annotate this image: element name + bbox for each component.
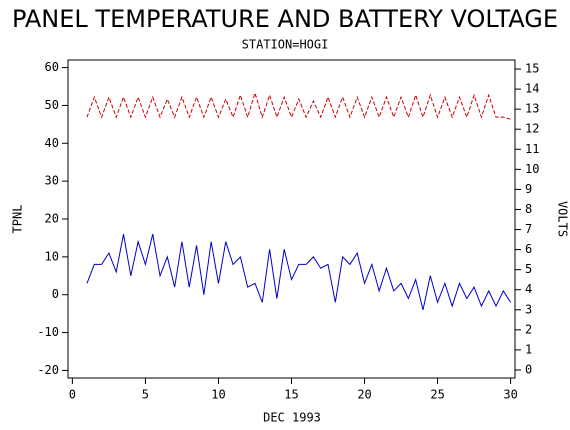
y-tick-label: 40 xyxy=(45,136,59,150)
y2-tick-label: 3 xyxy=(525,302,532,316)
x-tick-label: 25 xyxy=(430,388,444,402)
chart-title: PANEL TEMPERATURE AND BATTERY VOLTAGE xyxy=(12,5,558,33)
x-tick-label: 15 xyxy=(284,388,298,402)
y-tick-label: 50 xyxy=(45,98,59,112)
x-tick-label: 5 xyxy=(142,388,149,402)
y-tick-label: 60 xyxy=(45,60,59,74)
y2-tick-label: 7 xyxy=(525,222,532,236)
y-tick-label: -10 xyxy=(37,325,59,339)
chart-subtitle: STATION=HOGI xyxy=(242,38,329,52)
x-tick-label: 10 xyxy=(211,388,225,402)
plot-frame xyxy=(67,59,516,379)
y-tick-label: -20 xyxy=(37,363,59,377)
y2-axis-label: VOLTS xyxy=(556,201,570,237)
y-tick-label: 10 xyxy=(45,249,59,263)
data-line xyxy=(86,91,511,120)
data-line xyxy=(86,234,512,310)
y-tick-label: 20 xyxy=(45,212,59,226)
y-axis-label: TPNL xyxy=(11,205,25,234)
y2-tick-label: 11 xyxy=(525,142,539,156)
x-tick-label: 30 xyxy=(503,388,517,402)
x-axis-label: DEC 1993 xyxy=(263,411,321,425)
x-tick-label: 0 xyxy=(69,388,76,402)
y2-tick-label: 13 xyxy=(525,102,539,116)
x-tick-label: 20 xyxy=(357,388,371,402)
y2-tick-label: 8 xyxy=(525,202,532,216)
y-tick-label: 30 xyxy=(45,174,59,188)
y2-tick-label: 9 xyxy=(525,182,532,196)
y2-tick-label: 15 xyxy=(525,62,539,76)
y2-tick-label: 10 xyxy=(525,162,539,176)
y2-tick-label: 6 xyxy=(525,242,532,256)
y2-tick-label: 2 xyxy=(525,322,532,336)
y2-tick-label: 4 xyxy=(525,282,532,296)
y-tick-label: 0 xyxy=(52,287,59,301)
y2-tick-label: 1 xyxy=(525,342,532,356)
y2-tick-label: 0 xyxy=(525,362,532,376)
y2-tick-label: 12 xyxy=(525,122,539,136)
y2-tick-label: 5 xyxy=(525,262,532,276)
y2-tick-label: 14 xyxy=(525,82,539,96)
